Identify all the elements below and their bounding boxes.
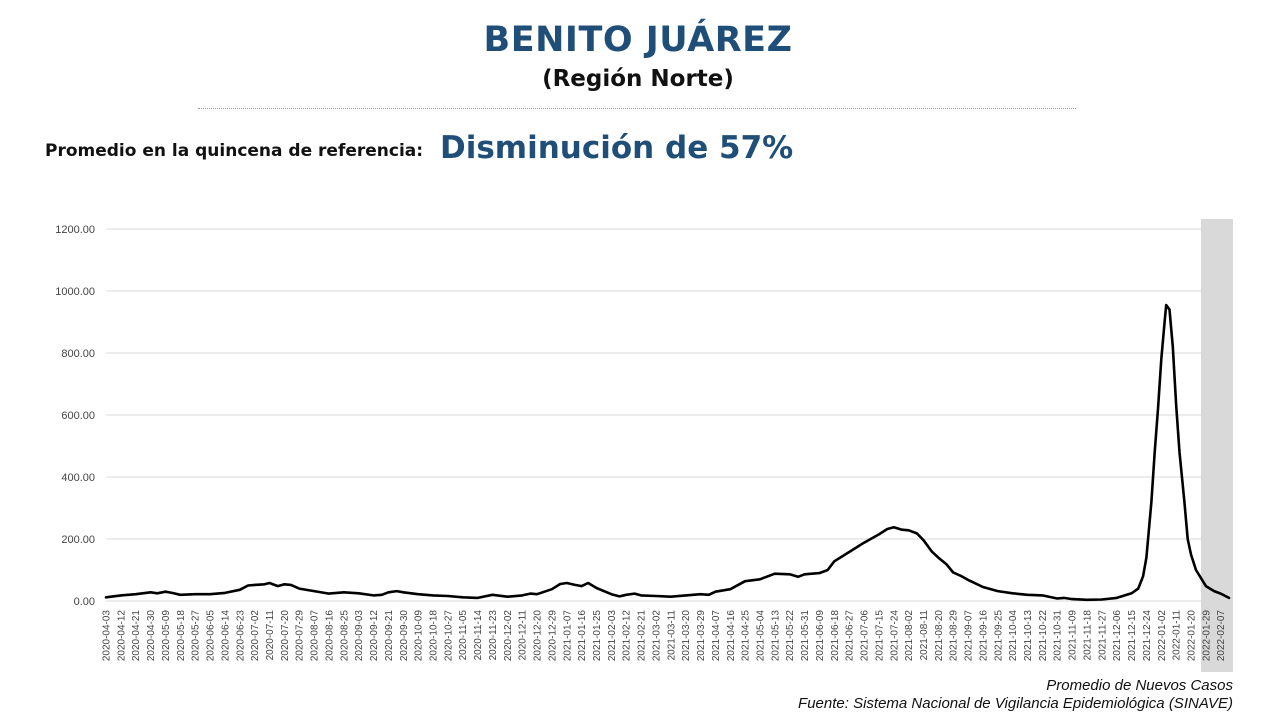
x-tick-label: 2020-09-21 <box>384 610 395 662</box>
x-tick-label: 2021-04-25 <box>741 610 752 662</box>
x-tick-label: 2021-05-04 <box>756 610 767 662</box>
x-tick-label: 2021-12-15 <box>1127 610 1138 662</box>
highlight-band-layer <box>1201 219 1233 672</box>
x-tick-layer: 2020-04-03 2020-04-12 2020-04-21 2020-04-30… <box>102 610 1228 662</box>
x-tick-label: 2020-07-02 <box>250 610 261 662</box>
x-tick-label: 2021-11-09 <box>1068 610 1079 661</box>
x-tick-label: 2021-03-20 <box>681 610 692 662</box>
x-tick-label: 2021-04-07 <box>711 610 722 662</box>
y-tick-label: 400.00 <box>61 472 95 484</box>
page-title: BENITO JUÁREZ <box>483 20 793 60</box>
x-tick-label: 2021-10-22 <box>1038 610 1049 662</box>
x-tick-label: 2021-10-31 <box>1053 610 1064 662</box>
x-tick-label: 2021-05-22 <box>785 610 796 662</box>
x-tick-label: 2021-11-27 <box>1097 610 1108 661</box>
x-tick-label: 2021-12-06 <box>1112 610 1123 662</box>
x-tick-label: 2020-07-11 <box>265 610 276 661</box>
x-tick-label: 2021-11-18 <box>1083 610 1094 661</box>
x-tick-label: 2021-05-31 <box>800 610 811 662</box>
x-tick-label: 2021-08-02 <box>904 610 915 662</box>
x-tick-label: 2021-08-29 <box>949 610 960 662</box>
x-tick-label: 2021-12-24 <box>1142 610 1153 662</box>
x-tick-label: 2020-11-14 <box>473 610 484 661</box>
series-layer <box>104 303 1231 602</box>
x-tick-label: 2022-01-20 <box>1187 610 1198 662</box>
page-subtitle: (Región Norte) <box>542 66 734 92</box>
grid-layer <box>106 228 1201 602</box>
x-tick-label: 2020-08-07 <box>310 610 321 662</box>
y-tick-label: 800.00 <box>61 348 95 360</box>
x-tick-label: 2021-10-04 <box>1008 610 1019 662</box>
x-tick-label: 2020-12-11 <box>518 610 529 661</box>
x-tick-label: 2021-10-13 <box>1023 610 1034 662</box>
x-tick-label: 2021-07-06 <box>860 610 871 662</box>
x-tick-label: 2020-06-05 <box>206 610 217 662</box>
x-tick-label: 2020-08-16 <box>324 610 335 662</box>
x-tick-label: 2020-09-12 <box>369 610 380 662</box>
x-tick-label: 2020-09-30 <box>399 610 410 662</box>
x-tick-label: 2020-11-23 <box>488 610 499 661</box>
x-tick-label: 2020-05-18 <box>176 610 187 662</box>
series-line <box>104 303 1231 602</box>
x-tick-label: 2021-07-15 <box>874 610 885 662</box>
x-tick-label: 2021-03-11 <box>666 610 677 661</box>
x-tick-label: 2020-10-09 <box>414 610 425 662</box>
x-tick-label: 2020-08-25 <box>339 610 350 662</box>
x-tick-label: 2020-09-03 <box>354 610 365 662</box>
x-tick-label: 2021-05-13 <box>770 610 781 662</box>
x-tick-label: 2022-01-02 <box>1157 610 1168 662</box>
x-tick-label: 2020-05-27 <box>191 610 202 662</box>
x-tick-label: 2020-05-09 <box>161 610 172 662</box>
x-tick-label: 2020-10-27 <box>443 610 454 662</box>
x-tick-label: 2020-07-29 <box>295 610 306 662</box>
x-tick-label: 2020-06-14 <box>220 610 231 662</box>
reference-value: Disminución de 57% <box>440 130 794 166</box>
x-tick-label: 2020-12-20 <box>533 610 544 662</box>
x-tick-label: 2022-01-11 <box>1172 610 1183 661</box>
x-tick-label: 2020-04-21 <box>131 610 142 662</box>
x-tick-label: 2021-01-25 <box>592 610 603 662</box>
x-tick-label: 2021-04-16 <box>726 610 737 662</box>
x-tick-label: 2021-01-07 <box>562 610 573 662</box>
y-tick-label: 0.00 <box>74 596 95 608</box>
x-tick-label: 2021-06-18 <box>830 610 841 662</box>
x-tick-label: 2021-06-09 <box>815 610 826 662</box>
x-tick-label: 2020-11-05 <box>458 610 469 661</box>
source-note: Fuente: Sistema Nacional de Vigilancia E… <box>798 695 1233 712</box>
x-tick-label: 2021-09-07 <box>964 610 975 662</box>
title-divider <box>198 108 1076 109</box>
x-tick-label: 2021-02-21 <box>637 610 648 662</box>
x-tick-label: 2021-01-16 <box>577 610 588 662</box>
x-tick-label: 2021-03-29 <box>696 610 707 662</box>
x-tick-label: 2021-06-27 <box>845 610 856 662</box>
x-tick-label: 2022-02-07 <box>1216 610 1227 662</box>
y-tick-label: 1200.00 <box>55 224 95 236</box>
x-tick-label: 2020-07-20 <box>280 610 291 662</box>
reference-label: Promedio en la quincena de referencia: <box>45 141 424 161</box>
x-tick-label: 2022-01-29 <box>1201 610 1212 662</box>
x-tick-label: 2020-12-02 <box>503 610 514 662</box>
y-tick-label: 1000.00 <box>55 286 95 298</box>
y-tick-label: 200.00 <box>61 534 95 546</box>
x-tick-label: 2021-09-25 <box>993 610 1004 662</box>
y-tick-label: 600.00 <box>61 410 95 422</box>
x-tick-label: 2021-03-02 <box>651 610 662 662</box>
x-tick-label: 2021-08-11 <box>919 610 930 661</box>
x-tick-label: 2021-02-03 <box>607 610 618 662</box>
x-tick-label: 2020-10-18 <box>429 610 440 662</box>
line-chart: 0.00 200.00 400.00 600.00 800.00 1000.00 1200.… <box>55 219 1233 672</box>
y-tick-layer: 0.00 200.00 400.00 600.00 800.00 1000.00 1200.… <box>55 224 95 608</box>
x-tick-label: 2021-02-12 <box>622 610 633 662</box>
x-tick-label: 2020-04-03 <box>102 610 113 662</box>
x-tick-label: 2021-08-20 <box>934 610 945 662</box>
chart-caption: Promedio de Nuevos Casos <box>1046 677 1233 694</box>
x-tick-label: 2020-12-29 <box>547 610 558 662</box>
x-tick-label: 2020-04-30 <box>146 610 157 662</box>
x-tick-label: 2020-04-12 <box>116 610 127 662</box>
x-tick-label: 2021-09-16 <box>978 610 989 662</box>
x-tick-label: 2021-07-24 <box>889 610 900 662</box>
x-tick-label: 2020-06-23 <box>235 610 246 662</box>
highlight-band <box>1201 219 1233 672</box>
